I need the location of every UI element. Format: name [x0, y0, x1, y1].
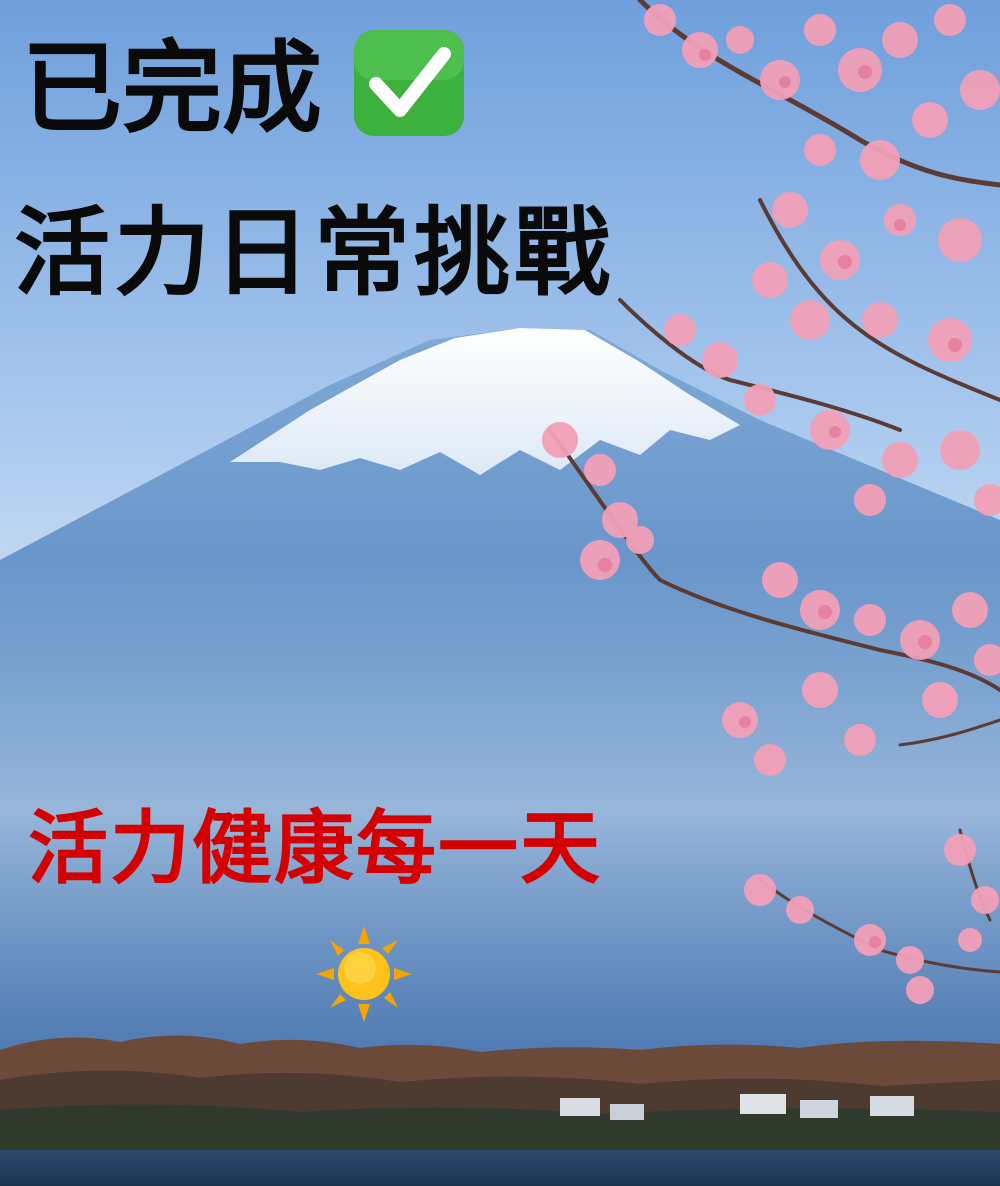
slogan-text: 活力健康每一天 [28, 801, 602, 895]
check-mark-icon [354, 30, 464, 136]
sun-icon [316, 926, 412, 1022]
blossom-flowers [542, 4, 1000, 1004]
challenge-title: 活力日常挑戰 [14, 196, 614, 309]
lake [0, 1150, 1000, 1186]
forest-and-town [0, 1035, 1000, 1150]
completed-label: 已完成 [22, 29, 322, 147]
mount-fuji [0, 328, 1000, 1060]
